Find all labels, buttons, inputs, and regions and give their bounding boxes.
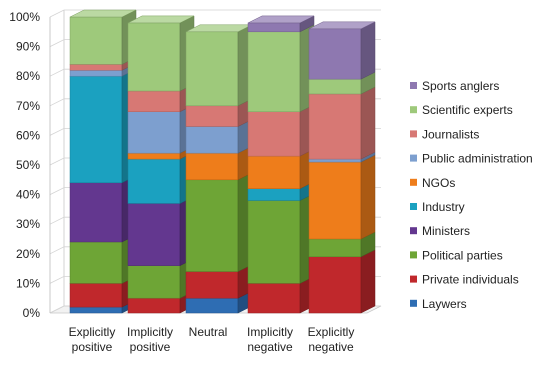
bar-top-face xyxy=(127,15,195,24)
bar-segment xyxy=(127,203,181,266)
bar-segment xyxy=(127,90,181,112)
legend-label: Sports anglers xyxy=(422,79,499,93)
y-tick-label: 80% xyxy=(16,69,40,83)
bar-segment xyxy=(69,16,123,65)
y-tick-label: 0% xyxy=(23,306,41,320)
x-category-label-line: Implicitly xyxy=(127,325,173,339)
legend-label: Scientific experts xyxy=(422,103,513,117)
bar-segment xyxy=(308,93,362,160)
bar-segment xyxy=(308,28,362,80)
x-category-label-line: negative xyxy=(308,340,354,354)
bar-segment xyxy=(69,283,123,308)
legend-label: Industry xyxy=(422,200,465,214)
x-category-label-line: Explicitly xyxy=(308,325,355,339)
gridline xyxy=(49,9,381,18)
legend-label: Ministers xyxy=(422,224,470,238)
y-tick-label: 90% xyxy=(16,40,40,54)
bar-top-face xyxy=(308,21,376,30)
x-category-label-line: positive xyxy=(130,340,171,354)
legend-swatch xyxy=(410,130,417,138)
x-category-label-line: Explicitly xyxy=(69,325,116,339)
x-category-label: Explicitly positive xyxy=(69,325,116,354)
y-tick-label: 70% xyxy=(16,99,40,113)
legend-swatch xyxy=(410,106,417,114)
x-category-label-line: Implicitly xyxy=(247,325,293,339)
bar-segment xyxy=(185,152,239,181)
x-category-label-line: positive xyxy=(72,340,113,354)
legend-label: NGOs xyxy=(422,176,455,190)
bar-segment xyxy=(127,265,181,299)
bar-segment xyxy=(247,111,301,157)
y-tick-label: 40% xyxy=(16,188,40,202)
legend-label: Private individuals xyxy=(422,273,519,287)
x-category-label-line: Neutral xyxy=(189,325,228,339)
y-tick-label: 50% xyxy=(16,158,40,172)
bar-segment xyxy=(69,75,123,184)
y-tick-label: 20% xyxy=(16,247,40,261)
bar-segment-side xyxy=(360,21,376,80)
y-tick-label: 10% xyxy=(16,276,40,290)
x-category-label-line: negative xyxy=(247,340,293,354)
bar-segment xyxy=(127,111,181,154)
bar-segment xyxy=(185,105,239,127)
x-category-label: Implicitly negative xyxy=(247,325,293,354)
legend-label: Political parties xyxy=(422,248,503,262)
bar-segment-side xyxy=(360,86,376,160)
bar-segment xyxy=(247,155,301,189)
bar-segment xyxy=(185,126,239,154)
bar-segment xyxy=(185,271,239,299)
bar-segment-side xyxy=(360,249,376,314)
bar-segment xyxy=(308,256,362,314)
bar-segment xyxy=(69,241,123,284)
bar-segment xyxy=(247,22,301,33)
y-tick-label: 100% xyxy=(9,10,40,24)
bar-segment xyxy=(308,238,362,258)
y-tick-label: 60% xyxy=(16,128,40,142)
bar-segment xyxy=(308,161,362,240)
legend-swatch xyxy=(410,227,417,235)
bar-segment xyxy=(69,64,123,71)
bar-segment xyxy=(308,158,362,163)
bar-segment xyxy=(127,152,181,160)
legend-swatch xyxy=(410,178,417,186)
bar-segment xyxy=(308,78,362,95)
bar-segment-side xyxy=(360,154,376,240)
bar-segment xyxy=(185,31,239,107)
legend-swatch xyxy=(410,275,417,283)
bar-segment xyxy=(247,283,301,314)
y-tick-label: 30% xyxy=(16,217,40,231)
x-category-label: Implicitly positive xyxy=(127,325,173,354)
bar-segment xyxy=(247,31,301,112)
bar-segment xyxy=(127,158,181,204)
bar-segment xyxy=(127,297,181,314)
bar-segment xyxy=(127,22,181,92)
bar-segment xyxy=(185,179,239,272)
bar-top-face xyxy=(69,9,137,18)
bar-segment xyxy=(185,297,239,314)
bar-segment xyxy=(69,70,123,77)
bar-segment xyxy=(69,182,123,243)
bar-segment xyxy=(247,200,301,284)
bar-top-face xyxy=(247,15,315,24)
legend-label: Laywers xyxy=(422,297,467,311)
legend-label: Journalists xyxy=(422,127,479,141)
x-category-label: Neutral xyxy=(189,325,228,339)
legend-swatch xyxy=(410,203,417,210)
legend-swatch xyxy=(410,154,417,162)
legend-swatch xyxy=(410,299,417,307)
legend-swatch xyxy=(410,251,417,259)
legend-swatch xyxy=(410,82,417,89)
x-category-label: Explicitly negative xyxy=(308,325,355,354)
bar-segment xyxy=(69,306,123,314)
bar-segment xyxy=(247,188,301,201)
legend-label: Public administration xyxy=(422,152,533,166)
